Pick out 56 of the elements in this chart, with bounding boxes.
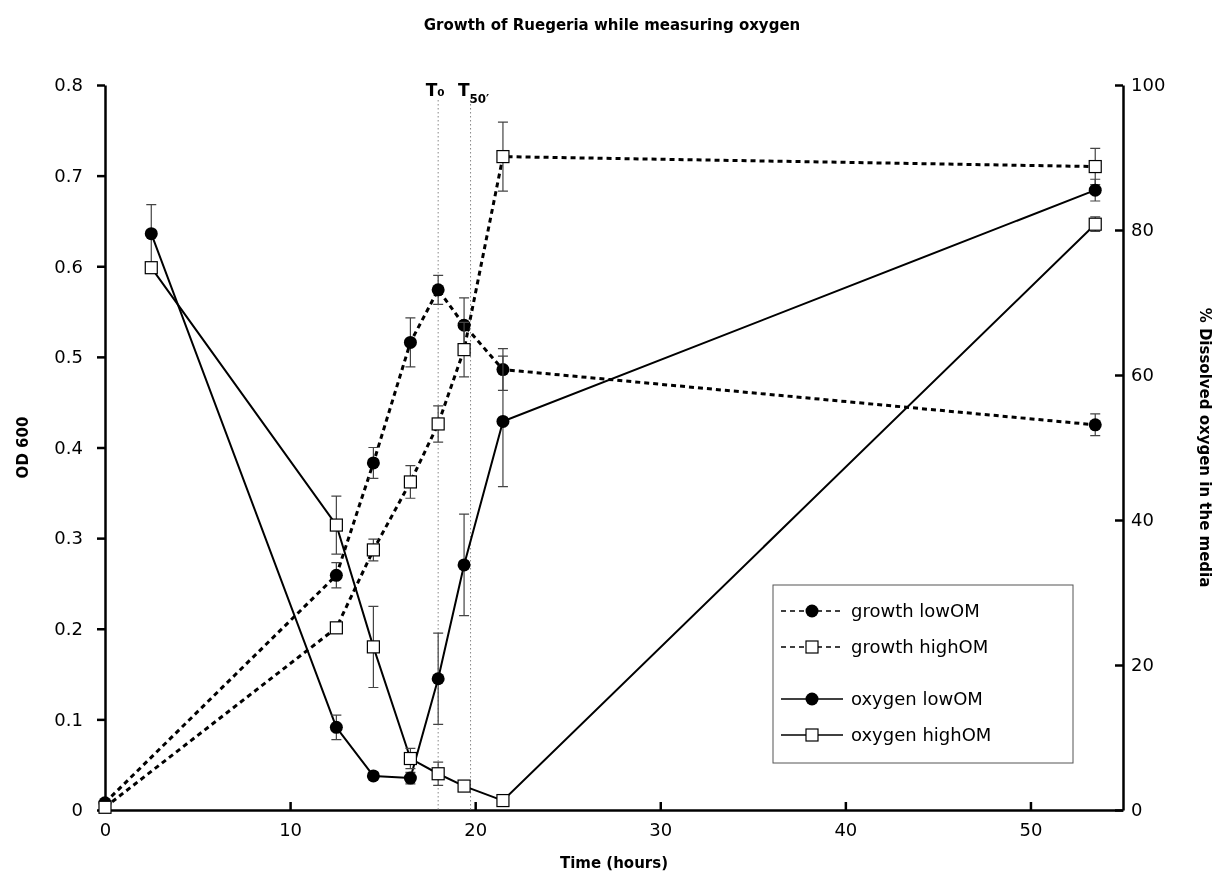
point <box>431 767 445 781</box>
y-tick-label: 0.6 <box>54 255 83 277</box>
ref-line-label: T$_{50′}$ <box>457 80 490 106</box>
chart-title: Growth of Ruegeria while measuring oxygen <box>423 16 801 34</box>
y2-tick-label: 60 <box>1131 364 1154 386</box>
point <box>403 751 417 766</box>
y2-tick-label: 40 <box>1131 509 1154 531</box>
point <box>329 621 343 635</box>
point <box>329 568 343 582</box>
y2-axis-title: % Dissolved oxygen in the media <box>1196 307 1214 588</box>
y-axis-title: OD 600 <box>14 416 32 479</box>
legend-label: oxygen highOM <box>851 724 992 745</box>
y2-tick-label: 80 <box>1131 219 1154 241</box>
y2-tick-label: 20 <box>1131 654 1154 676</box>
y-tick-label: 0.7 <box>54 164 83 186</box>
point <box>431 417 445 431</box>
y-tick-label: 0.1 <box>54 708 83 730</box>
legend-label: oxygen lowOM <box>851 688 983 709</box>
y2-tick-label: 0 <box>1131 799 1143 821</box>
point <box>1088 183 1102 197</box>
point <box>144 227 158 241</box>
y-tick-label: 0 <box>71 799 83 821</box>
y-tick-label: 0.8 <box>54 74 83 96</box>
x-tick-label: 50 <box>1019 819 1043 840</box>
point <box>1088 418 1102 432</box>
y-tick-label: 0.5 <box>54 346 83 368</box>
point <box>431 283 445 297</box>
point <box>496 793 510 808</box>
x-tick-label: 10 <box>279 819 303 840</box>
x-tick-label: 30 <box>649 819 673 840</box>
x-axis-title: Time (hours) <box>559 854 669 872</box>
legend-label: growth lowOM <box>851 600 980 621</box>
point <box>496 149 510 164</box>
point <box>329 518 343 532</box>
y2-tick-label: 100 <box>1131 74 1166 96</box>
x-tick-label: 20 <box>464 819 488 840</box>
point <box>403 335 417 349</box>
y-tick-label: 0.3 <box>54 527 83 549</box>
point <box>366 640 380 654</box>
point <box>403 475 417 489</box>
x-tick-label: 40 <box>834 819 858 840</box>
legend-label: growth highOM <box>851 636 989 657</box>
y-tick-label: 0.2 <box>54 618 83 640</box>
point <box>457 343 471 357</box>
point <box>144 261 158 275</box>
point <box>1088 159 1102 174</box>
point <box>496 414 510 428</box>
ref-line-label: T₀ <box>425 80 445 100</box>
point <box>329 720 343 734</box>
point <box>457 779 471 793</box>
point <box>366 543 380 557</box>
y-tick-label: 0.4 <box>54 436 83 458</box>
point <box>431 672 445 686</box>
point <box>366 456 380 470</box>
point <box>457 558 471 572</box>
x-tick-label: 0 <box>99 819 112 840</box>
